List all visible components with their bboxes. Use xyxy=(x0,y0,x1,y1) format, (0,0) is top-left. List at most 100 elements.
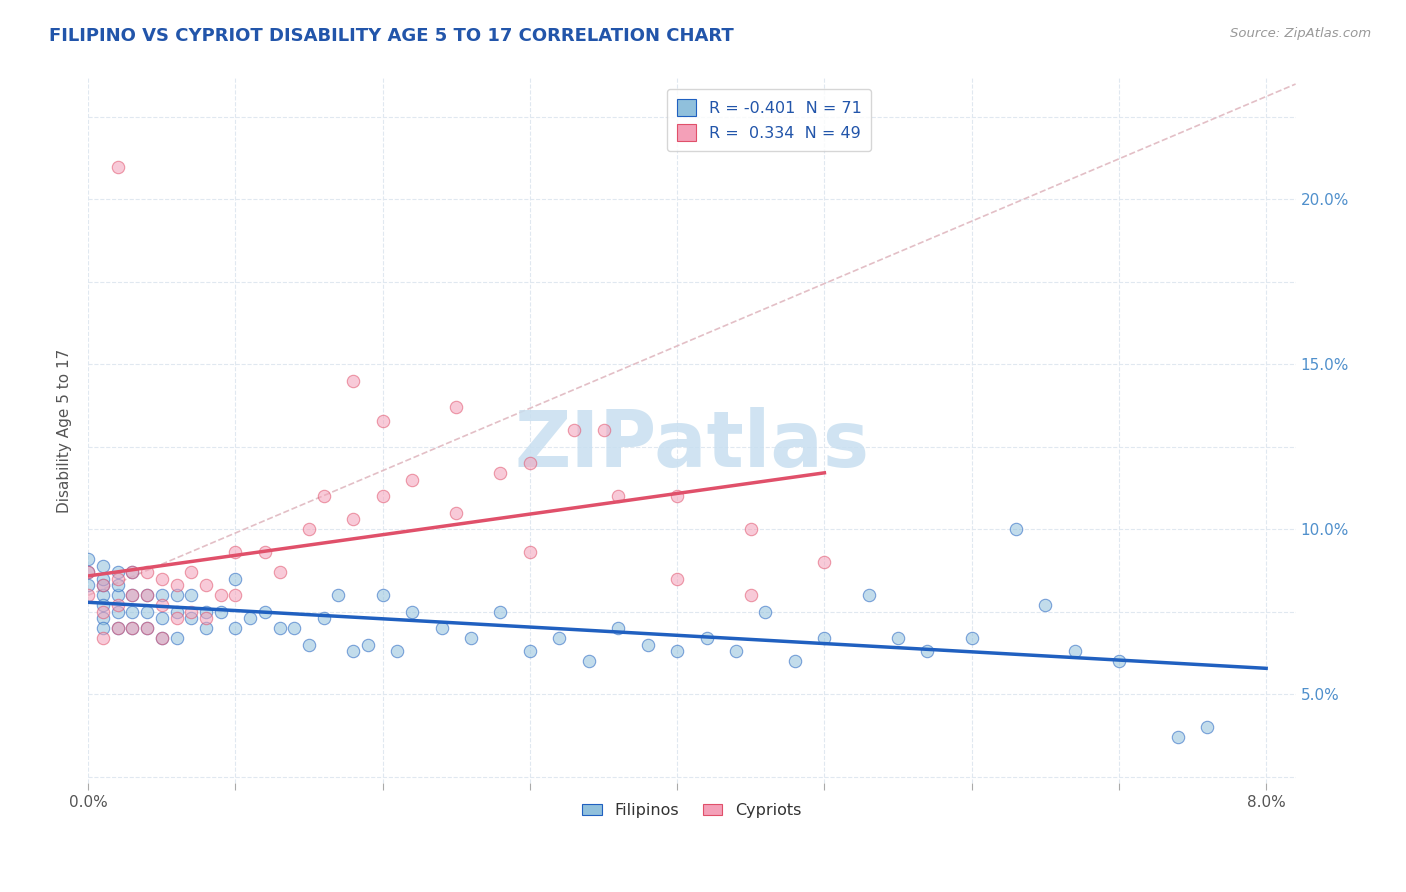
Point xyxy=(180,588,202,602)
Point xyxy=(166,588,188,602)
Point xyxy=(666,644,689,658)
Point xyxy=(150,588,173,602)
Point xyxy=(269,566,291,580)
Point xyxy=(180,611,202,625)
Point xyxy=(121,566,143,580)
Point xyxy=(666,572,689,586)
Point xyxy=(666,489,689,503)
Point xyxy=(887,632,910,646)
Point xyxy=(121,566,143,580)
Point xyxy=(107,572,129,586)
Point xyxy=(194,578,217,592)
Point xyxy=(224,621,246,635)
Point xyxy=(519,457,541,471)
Point xyxy=(121,588,143,602)
Point xyxy=(121,621,143,635)
Point xyxy=(150,572,173,586)
Point xyxy=(371,489,394,503)
Text: ZIPatlas: ZIPatlas xyxy=(515,407,869,483)
Point xyxy=(136,566,159,580)
Point xyxy=(77,566,100,580)
Point xyxy=(269,621,291,635)
Point xyxy=(519,545,541,559)
Point xyxy=(342,644,364,658)
Point xyxy=(446,506,468,520)
Point xyxy=(136,621,159,635)
Point xyxy=(194,605,217,619)
Point xyxy=(1197,720,1219,734)
Point xyxy=(371,588,394,602)
Point xyxy=(592,424,614,438)
Point xyxy=(357,638,380,652)
Point xyxy=(754,605,776,619)
Point xyxy=(696,632,718,646)
Point xyxy=(77,552,100,566)
Point xyxy=(77,578,100,592)
Point xyxy=(166,605,188,619)
Point xyxy=(91,578,114,592)
Point xyxy=(224,588,246,602)
Point xyxy=(430,621,453,635)
Point xyxy=(387,644,409,658)
Point xyxy=(401,605,423,619)
Point xyxy=(637,638,659,652)
Point xyxy=(783,654,806,668)
Point xyxy=(283,621,305,635)
Point xyxy=(121,621,143,635)
Point xyxy=(1167,730,1189,744)
Point xyxy=(371,413,394,427)
Point xyxy=(253,605,276,619)
Point xyxy=(607,621,630,635)
Point xyxy=(342,512,364,526)
Point xyxy=(460,632,482,646)
Point xyxy=(180,605,202,619)
Point xyxy=(813,632,835,646)
Point xyxy=(91,632,114,646)
Point xyxy=(150,632,173,646)
Point xyxy=(91,578,114,592)
Point xyxy=(401,473,423,487)
Point xyxy=(136,621,159,635)
Point xyxy=(1108,654,1130,668)
Point xyxy=(166,578,188,592)
Point xyxy=(107,621,129,635)
Point xyxy=(740,588,762,602)
Point xyxy=(91,605,114,619)
Point xyxy=(740,522,762,536)
Point xyxy=(166,611,188,625)
Point xyxy=(858,588,880,602)
Point xyxy=(312,489,335,503)
Point xyxy=(328,588,350,602)
Point xyxy=(121,588,143,602)
Point xyxy=(209,588,232,602)
Point xyxy=(224,572,246,586)
Point xyxy=(813,555,835,569)
Point xyxy=(562,424,585,438)
Point xyxy=(1063,644,1085,658)
Point xyxy=(166,632,188,646)
Point xyxy=(519,644,541,658)
Point xyxy=(107,578,129,592)
Point xyxy=(209,605,232,619)
Point xyxy=(107,566,129,580)
Point xyxy=(150,599,173,613)
Point xyxy=(91,588,114,602)
Point xyxy=(224,545,246,559)
Point xyxy=(77,588,100,602)
Point xyxy=(548,632,571,646)
Point xyxy=(1033,599,1056,613)
Point xyxy=(91,572,114,586)
Point xyxy=(607,489,630,503)
Text: FILIPINO VS CYPRIOT DISABILITY AGE 5 TO 17 CORRELATION CHART: FILIPINO VS CYPRIOT DISABILITY AGE 5 TO … xyxy=(49,27,734,45)
Point xyxy=(107,599,129,613)
Point xyxy=(194,611,217,625)
Point xyxy=(489,605,512,619)
Point xyxy=(298,522,321,536)
Point xyxy=(121,605,143,619)
Point xyxy=(136,588,159,602)
Point xyxy=(194,621,217,635)
Point xyxy=(960,632,983,646)
Point xyxy=(91,599,114,613)
Point xyxy=(1004,522,1026,536)
Point xyxy=(107,588,129,602)
